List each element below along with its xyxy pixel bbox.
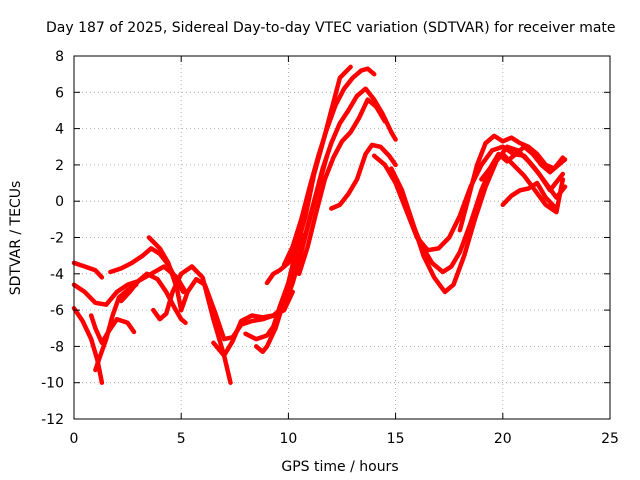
series-line-satellite-arc-18 bbox=[329, 142, 398, 211]
series-line-satellite-arc-2 bbox=[71, 306, 105, 385]
series-line-satellite-arc-15 bbox=[281, 66, 377, 267]
x-tick-label: 15 bbox=[387, 431, 405, 447]
y-tick-label: -6 bbox=[50, 303, 64, 319]
y-tick-label: 0 bbox=[55, 194, 64, 210]
series-line-satellite-arc-8 bbox=[146, 235, 184, 313]
y-tick-label: 4 bbox=[55, 122, 64, 138]
x-tick-label: 0 bbox=[70, 431, 79, 447]
y-tick-label: -12 bbox=[41, 412, 64, 428]
series-line-satellite-arc-21 bbox=[397, 151, 566, 275]
series-line-satellite-arc-24 bbox=[500, 180, 557, 209]
y-tick-label: -4 bbox=[50, 267, 64, 283]
x-tick-label: 25 bbox=[601, 431, 619, 447]
series-line-satellite-arc-1 bbox=[71, 260, 105, 280]
x-axis-label: GPS time / hours bbox=[281, 459, 398, 475]
series-line-satellite-arc-14 bbox=[264, 64, 353, 286]
y-tick-label: -2 bbox=[50, 231, 64, 247]
y-tick-label: 2 bbox=[55, 158, 64, 174]
y-tick-label: -10 bbox=[41, 376, 64, 392]
series-line-satellite-arc-7 bbox=[118, 271, 188, 326]
y-tick-label: 8 bbox=[55, 49, 64, 65]
y-tick-label: 6 bbox=[55, 85, 64, 101]
x-tick-label: 20 bbox=[494, 431, 512, 447]
grid bbox=[74, 56, 610, 419]
series-layer bbox=[71, 64, 568, 385]
x-tick-label: 5 bbox=[177, 431, 186, 447]
x-tick-label: 10 bbox=[279, 431, 297, 447]
y-tick-label: -8 bbox=[50, 339, 64, 355]
series-line-satellite-arc-13 bbox=[253, 231, 304, 355]
series-line-satellite-arc-3 bbox=[71, 264, 188, 307]
y-axis-label: SDTVAR / TECUs bbox=[8, 181, 24, 296]
series-line-satellite-arc-23 bbox=[479, 144, 568, 182]
series-line-satellite-arc-9 bbox=[151, 264, 233, 385]
chart-title: Day 187 of 2025, Sidereal Day-to-day VTE… bbox=[46, 20, 616, 36]
series-line-satellite-arc-17 bbox=[296, 97, 388, 277]
series-line-satellite-arc-5 bbox=[93, 282, 139, 373]
ticks: 0 5 10 15 20 25 -12 -10 -8 -6 -4 -2 0 2 4 6 8 bbox=[41, 49, 619, 447]
series-line-satellite-arc-22 bbox=[457, 133, 566, 233]
